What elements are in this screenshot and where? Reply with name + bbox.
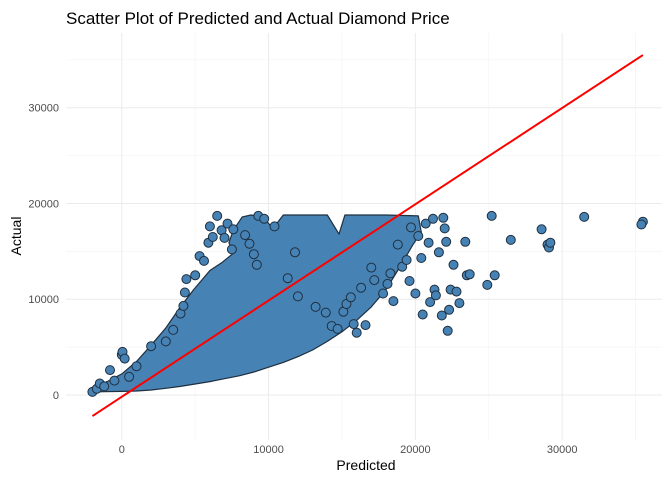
scatter-point xyxy=(179,287,190,298)
scatter-point xyxy=(404,276,415,286)
scatter-point xyxy=(382,278,393,289)
scatter-point xyxy=(441,236,452,247)
scatter-point xyxy=(119,353,130,364)
scatter-point xyxy=(464,269,475,280)
scatter-point xyxy=(259,213,270,224)
x-tick-label: 10000 xyxy=(253,444,284,456)
scatter-point xyxy=(436,310,447,321)
scatter-point xyxy=(320,307,331,318)
scatter-point xyxy=(105,365,115,376)
scatter-point xyxy=(417,309,428,320)
scatter-point xyxy=(292,291,303,302)
chart-title: Scatter Plot of Predicted and Actual Dia… xyxy=(66,9,450,28)
scatter-point xyxy=(219,232,230,243)
scatter-point xyxy=(207,232,218,242)
scatter-point xyxy=(131,361,142,372)
scatter-point xyxy=(406,222,416,233)
x-tick-label: 30000 xyxy=(547,444,578,456)
scatter-point xyxy=(348,319,359,330)
scatter-point xyxy=(369,275,380,286)
scatter-point xyxy=(428,213,438,224)
scatter-point xyxy=(228,224,239,235)
axis-ticks: 0 10000 20000 30000 0 10000 20000 30000 xyxy=(28,103,577,456)
scatter-point xyxy=(413,231,424,241)
scatter-point xyxy=(190,270,201,281)
scatter-point xyxy=(269,221,280,232)
scatter-point xyxy=(489,270,500,281)
scatter-point xyxy=(425,297,436,308)
scatter-point xyxy=(636,219,647,230)
scatter-point xyxy=(204,221,215,232)
scatter-point xyxy=(290,247,300,258)
scatter-point xyxy=(430,290,441,301)
scatter-point xyxy=(345,292,356,303)
scatter-points xyxy=(87,210,648,397)
scatter-point xyxy=(160,336,171,347)
scatter-point xyxy=(240,230,251,241)
scatter-point xyxy=(248,249,259,260)
scatter-point xyxy=(146,341,157,352)
scatter-point xyxy=(251,259,262,270)
y-tick-label: 10000 xyxy=(28,294,59,306)
scatter-point xyxy=(442,325,453,336)
scatter-point xyxy=(579,211,590,222)
scatter-point xyxy=(178,300,189,311)
x-tick-label: 20000 xyxy=(400,444,431,456)
scatter-point xyxy=(378,288,389,299)
scatter-point xyxy=(448,259,459,270)
scatter-point xyxy=(433,247,444,258)
y-tick-label: 30000 xyxy=(28,103,59,115)
scatter-point xyxy=(410,288,421,299)
scatter-point xyxy=(401,255,412,265)
scatter-point xyxy=(439,223,450,234)
scatter-point xyxy=(244,238,255,249)
scatter-point xyxy=(392,239,403,250)
scatter-point xyxy=(423,237,434,248)
x-tick-label: 0 xyxy=(119,444,125,456)
scatter-point xyxy=(454,298,465,309)
scatter-point xyxy=(536,224,547,235)
scatter-point xyxy=(99,381,110,392)
scatter-point xyxy=(505,234,516,245)
scatter-point xyxy=(124,371,135,382)
scatter-point xyxy=(168,324,179,335)
scatter-point xyxy=(451,286,462,297)
scatter-point xyxy=(416,253,427,263)
scatter-point xyxy=(385,268,396,279)
scatter-point xyxy=(109,375,120,386)
scatter-point xyxy=(212,210,223,221)
reference-line-layer xyxy=(91,54,644,417)
scatter-point xyxy=(356,282,367,293)
scatter-point xyxy=(420,218,431,229)
dense-point-cloud-shape xyxy=(91,214,422,393)
scatter-point xyxy=(332,323,343,334)
scatter-point xyxy=(282,273,293,284)
scatter-point xyxy=(360,320,371,331)
scatter-point xyxy=(310,301,321,312)
scatter-point xyxy=(388,296,399,307)
scatter-point xyxy=(351,327,362,338)
scatter-point xyxy=(226,244,237,255)
scatter-point xyxy=(545,237,556,248)
scatter-point xyxy=(486,210,497,221)
scatter-point xyxy=(199,255,209,266)
scatter-point xyxy=(366,262,377,273)
reference-line xyxy=(91,54,644,417)
scatter-point xyxy=(438,212,449,223)
dense-point-cloud xyxy=(91,214,422,393)
scatter-point xyxy=(181,274,192,285)
x-axis-label: Predicted xyxy=(336,457,395,473)
y-tick-label: 0 xyxy=(53,390,59,402)
scatter-point xyxy=(444,304,455,315)
y-tick-label: 20000 xyxy=(28,198,59,210)
y-axis-label: Actual xyxy=(8,217,24,256)
scatter-point xyxy=(482,279,493,290)
scatter-point xyxy=(460,236,471,247)
